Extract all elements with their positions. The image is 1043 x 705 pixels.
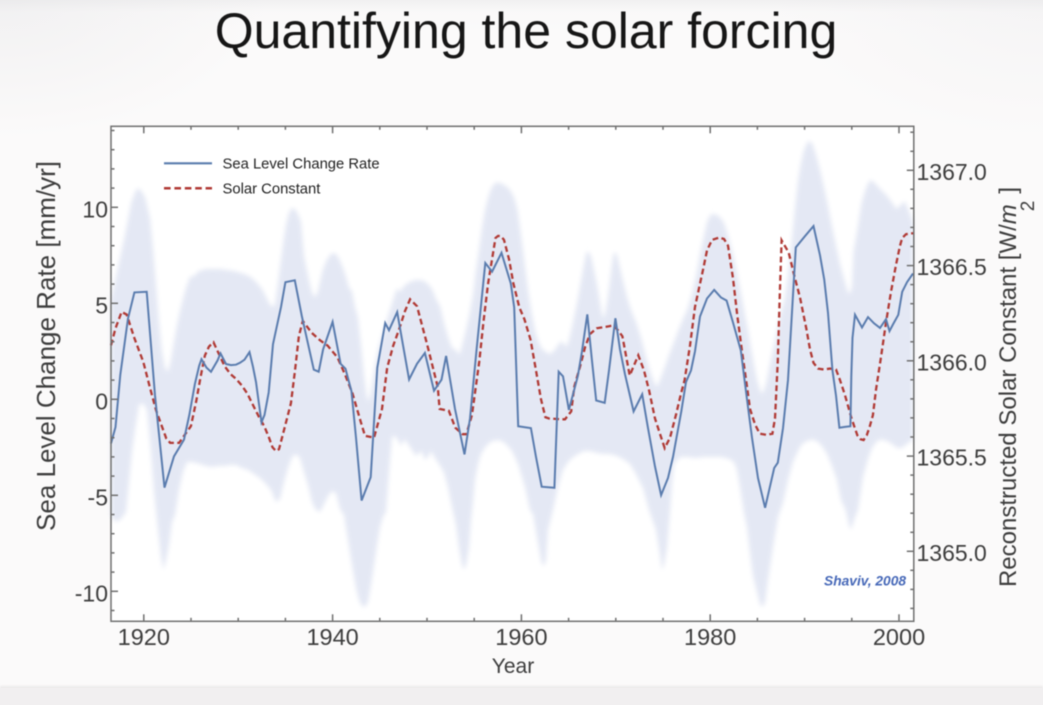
svg-text:Solar Constant: Solar Constant <box>223 181 321 197</box>
svg-text:1940: 1940 <box>306 624 358 650</box>
svg-text:0: 0 <box>95 388 108 414</box>
svg-text:2000: 2000 <box>873 624 925 650</box>
svg-text:Reconstructed Solar Constant [: Reconstructed Solar Constant [W/m2] <box>995 187 1039 587</box>
svg-text:1365.5: 1365.5 <box>917 445 987 471</box>
svg-text:1920: 1920 <box>118 624 170 650</box>
svg-text:5: 5 <box>95 292 108 318</box>
svg-text:Year: Year <box>492 655 534 678</box>
svg-text:1365.0: 1365.0 <box>917 540 987 566</box>
svg-text:10: 10 <box>82 196 108 222</box>
svg-text:Quantifying the solar forcing: Quantifying the solar forcing <box>215 3 838 59</box>
svg-text:1366.5: 1366.5 <box>917 254 987 280</box>
svg-text:1367.0: 1367.0 <box>917 159 987 185</box>
svg-text:Sea Level Change Rate [mm/yr]: Sea Level Change Rate [mm/yr] <box>31 161 61 531</box>
svg-text:1980: 1980 <box>684 624 736 650</box>
svg-text:Shaviv, 2008: Shaviv, 2008 <box>824 574 906 589</box>
svg-text:-10: -10 <box>75 580 108 606</box>
svg-text:-5: -5 <box>88 484 108 510</box>
svg-text:1366.0: 1366.0 <box>917 349 987 375</box>
svg-text:1960: 1960 <box>495 624 547 650</box>
svg-text:Sea Level Change Rate: Sea Level Change Rate <box>223 157 380 173</box>
